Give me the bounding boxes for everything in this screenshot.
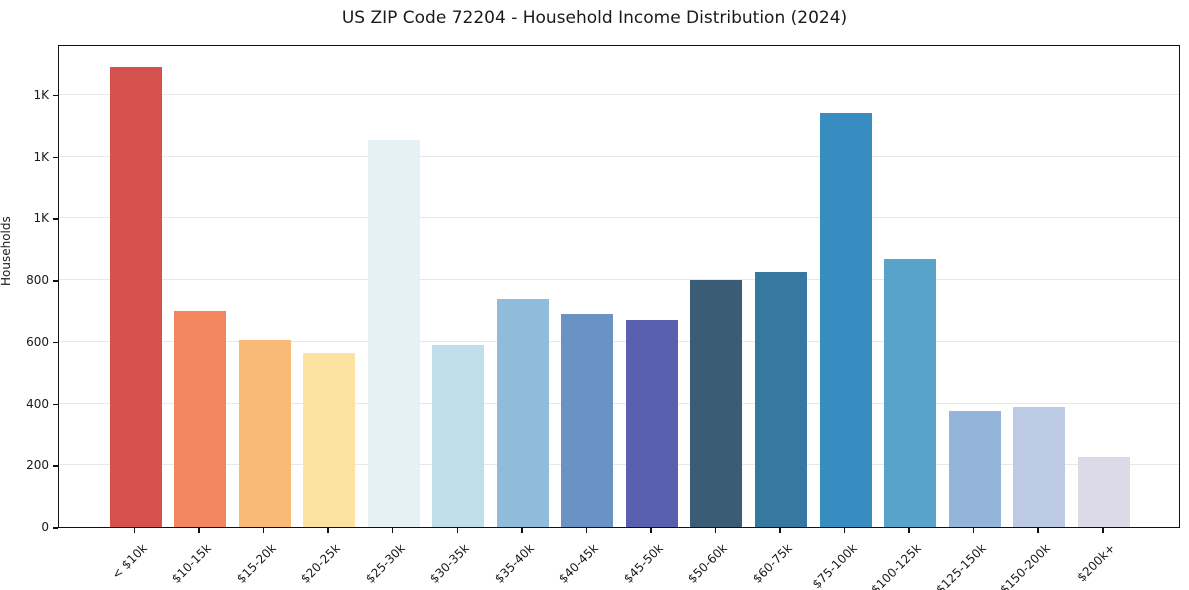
bar-0 [109,67,162,527]
y-tick-mark [53,280,58,282]
bar-10 [755,272,807,527]
bar-3 [303,352,356,527]
y-tick-label: 400 [26,396,49,411]
x-tick-mark [908,528,910,533]
bar-2 [238,340,291,527]
y-tick-label: 1K [33,211,49,226]
gridline [59,340,1179,342]
x-tick-mark [391,528,394,533]
y-tick-mark [53,527,58,529]
x-tick-mark [1102,528,1104,533]
plot-area [58,45,1180,528]
gridline [59,217,1179,219]
x-tick-mark [843,528,846,533]
bar-6 [496,298,549,527]
bar-5 [432,344,485,527]
y-tick-label: 600 [26,334,49,349]
y-tick-mark [53,465,58,467]
bar-8 [625,320,678,527]
y-tick-label: 0 [41,520,49,534]
bar-13 [948,411,1001,527]
gridline [59,279,1179,281]
bar-12 [884,258,937,527]
y-tick-mark [53,94,58,97]
chart-title: US ZIP Code 72204 - Household Income Dis… [341,8,848,28]
bar-15 [1077,456,1130,527]
x-tick-mark [650,528,652,533]
bar-9 [690,280,743,527]
x-tick-mark [714,528,717,533]
bar-4 [367,139,420,527]
y-tick-label: 200 [26,458,49,473]
x-tick-mark [972,528,975,533]
bar-11 [819,113,872,527]
x-tick-mark [133,528,136,533]
y-tick-mark [53,341,58,344]
y-tick-label: 1K [33,87,49,102]
x-tick-mark [198,528,200,533]
x-tick-mark [262,528,265,533]
x-tick-mark [327,528,329,533]
bar-14 [1013,406,1066,527]
x-tick-mark [779,528,781,533]
y-tick-label: 1K [33,149,49,164]
gridline [59,464,1179,466]
y-tick-mark [53,403,58,406]
x-tick-mark [585,528,588,533]
y-tick-mark [53,218,58,220]
x-tick-mark [456,528,458,533]
y-tick-label: 800 [26,273,49,288]
x-tick-mark [1037,528,1039,533]
x-tick-mark [521,528,523,533]
gridline [59,402,1179,404]
bar-1 [174,310,227,527]
gridline [59,93,1179,95]
y-tick-mark [53,156,58,159]
bar-7 [561,314,614,527]
gridline [59,155,1179,157]
